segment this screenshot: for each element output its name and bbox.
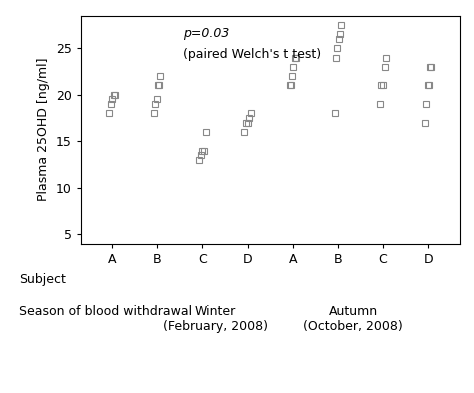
Text: Winter
(February, 2008): Winter (February, 2008) bbox=[163, 305, 268, 332]
Text: Subject: Subject bbox=[19, 273, 66, 286]
Text: p=0.03: p=0.03 bbox=[183, 27, 229, 40]
Text: (paired Welch's t test): (paired Welch's t test) bbox=[183, 48, 321, 61]
Text: Season of blood withdrawal: Season of blood withdrawal bbox=[19, 305, 192, 318]
Text: Autumn
(October, 2008): Autumn (October, 2008) bbox=[303, 305, 403, 332]
Y-axis label: Plasma 25OHD [ng/ml]: Plasma 25OHD [ng/ml] bbox=[37, 58, 50, 202]
